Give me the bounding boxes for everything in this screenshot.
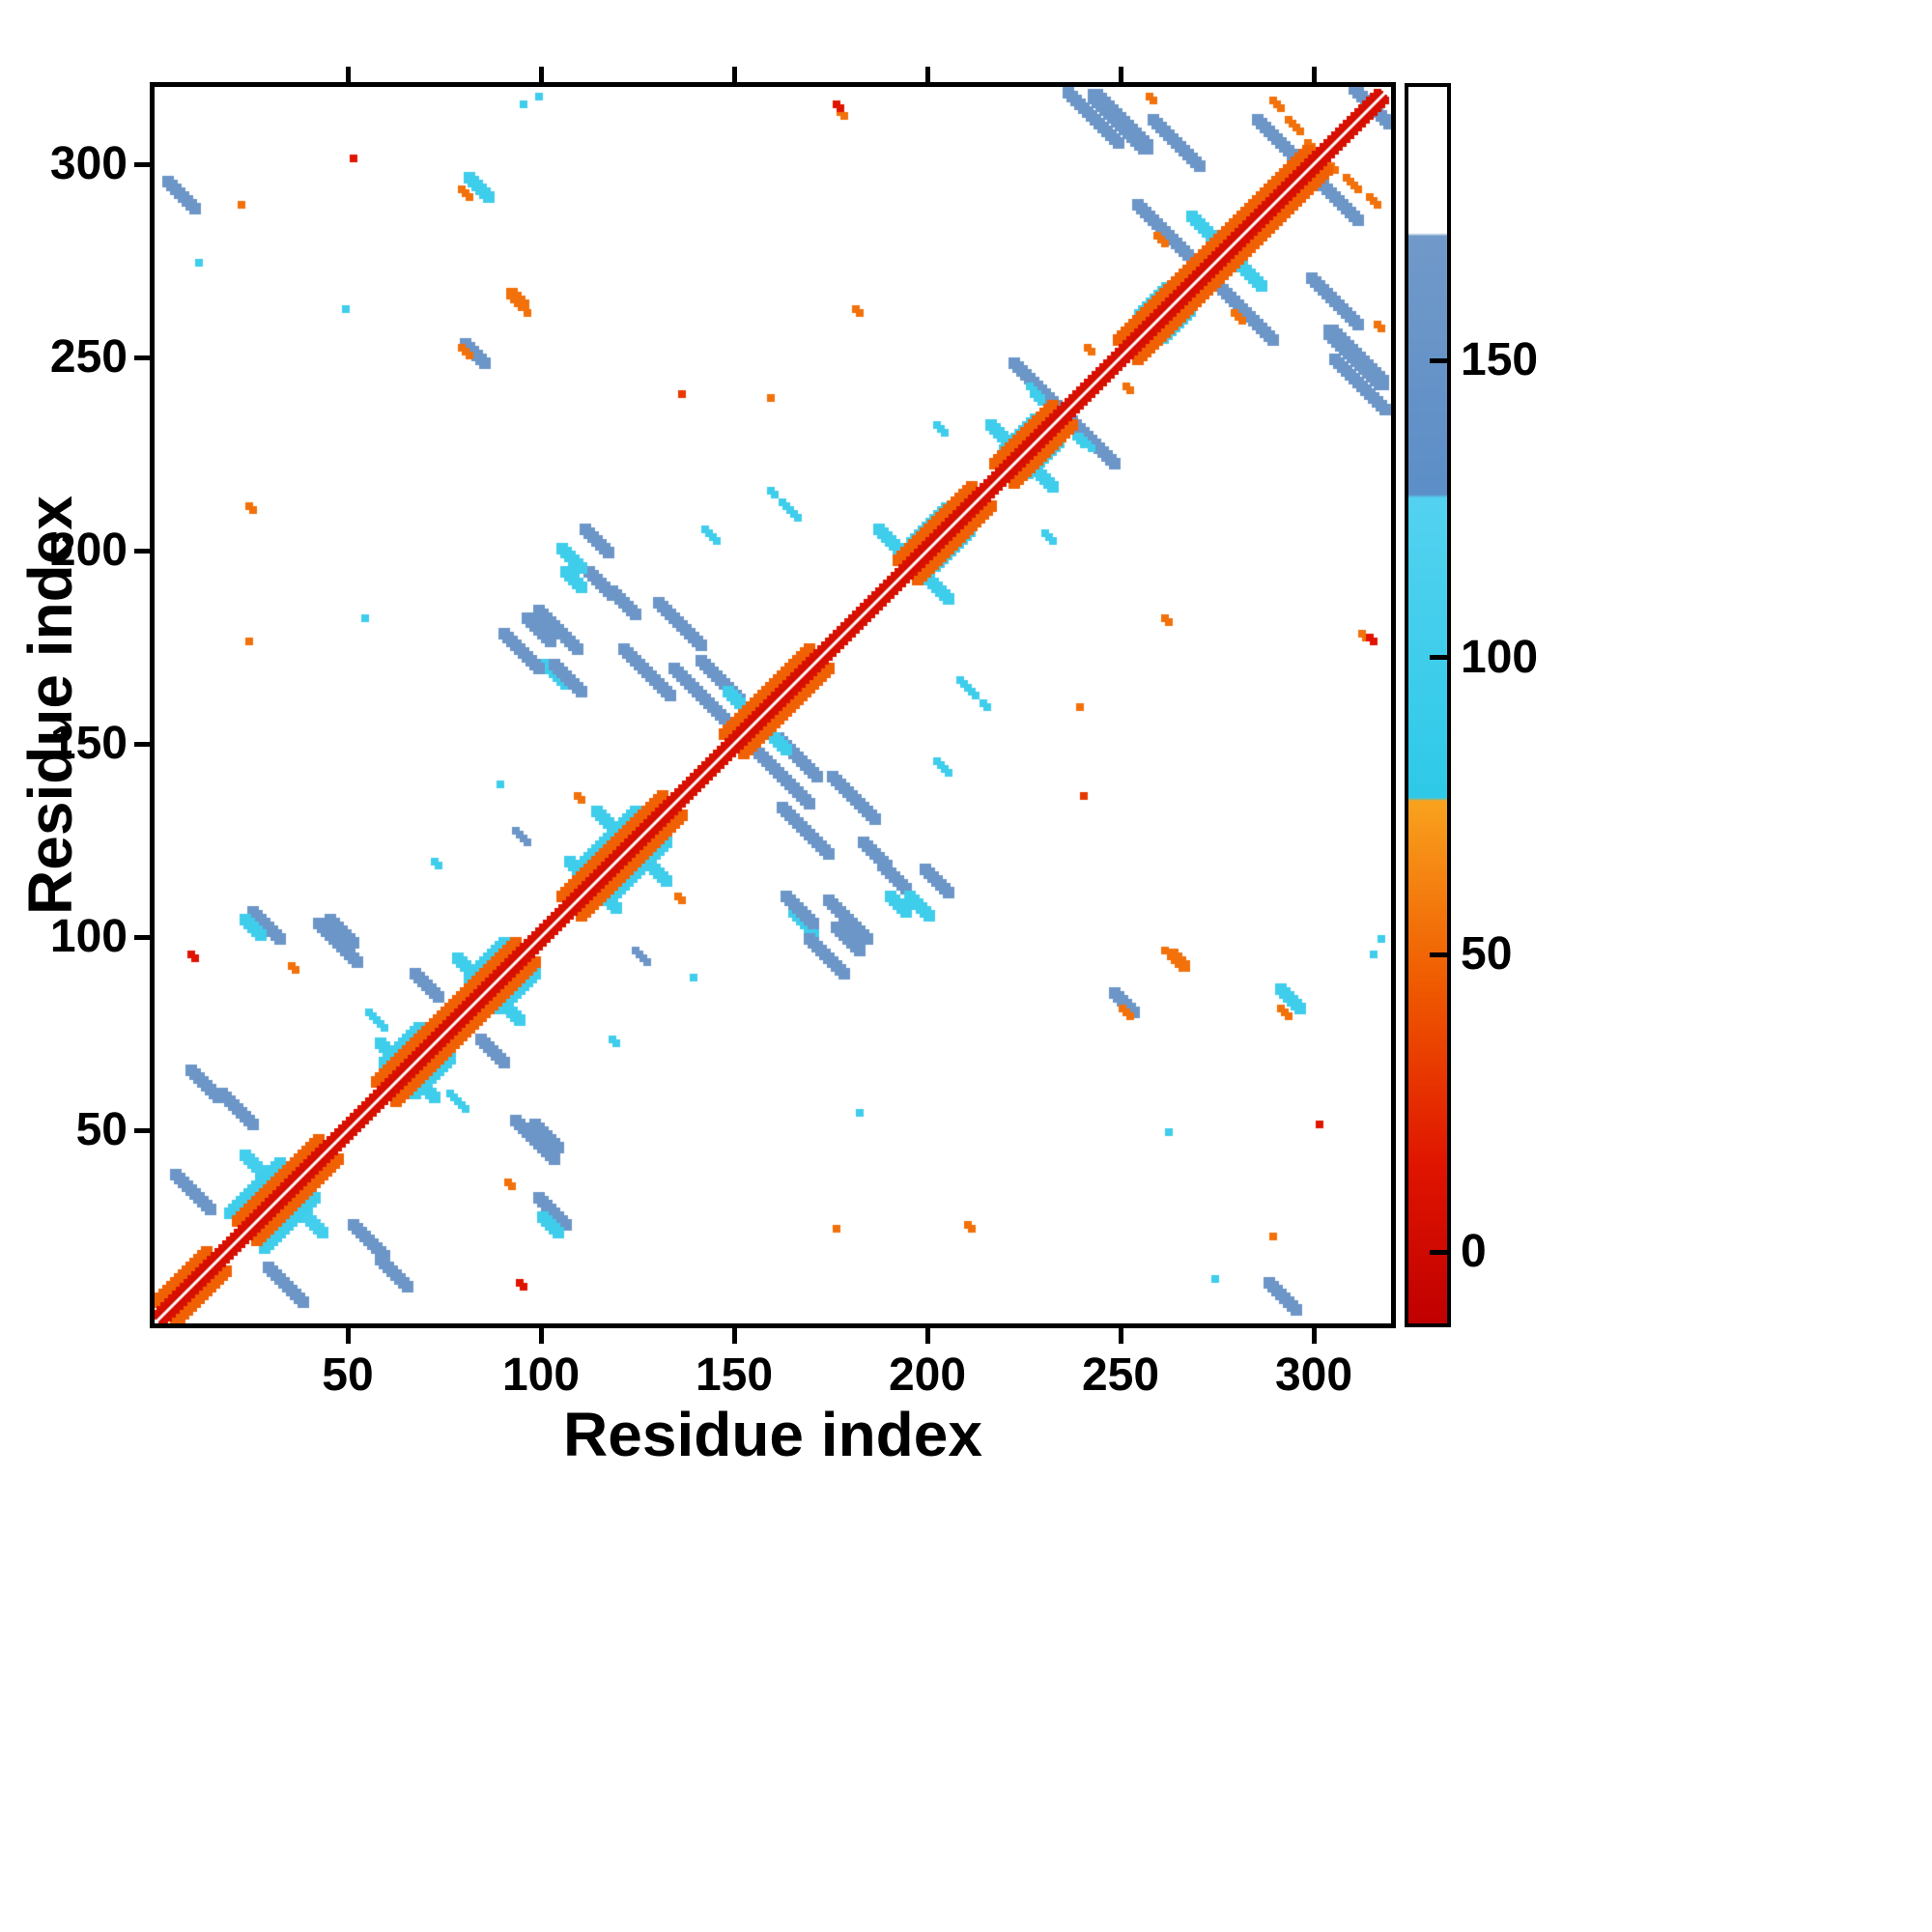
x-tick-mark-top bbox=[924, 67, 930, 82]
colorbar-tick-mark bbox=[1430, 952, 1451, 957]
x-tick-mark-top bbox=[345, 67, 351, 82]
plot-area bbox=[150, 82, 1396, 1328]
x-tick-label: 200 bbox=[888, 1350, 967, 1401]
x-axis-title: Residue index bbox=[563, 1400, 982, 1469]
contact-map-canvas bbox=[155, 87, 1391, 1323]
x-tick-label: 250 bbox=[1081, 1350, 1160, 1401]
x-tick-mark-top bbox=[1118, 67, 1123, 82]
colorbar-tick-label: 50 bbox=[1461, 928, 1513, 980]
y-tick-label: 150 bbox=[49, 718, 128, 769]
x-tick-label: 300 bbox=[1274, 1350, 1353, 1401]
x-tick-label: 50 bbox=[322, 1350, 374, 1401]
y-tick-label: 100 bbox=[49, 911, 128, 962]
colorbar-tick-mark bbox=[1430, 357, 1451, 363]
y-tick-mark bbox=[134, 161, 150, 167]
x-tick-mark-top bbox=[731, 67, 737, 82]
x-tick-label: 150 bbox=[695, 1350, 774, 1401]
colorbar-tick-label: 150 bbox=[1461, 334, 1539, 386]
x-tick-mark-top bbox=[1311, 67, 1317, 82]
x-tick-mark bbox=[924, 1328, 930, 1344]
colorbar-tick-mark bbox=[1430, 655, 1451, 661]
x-tick-mark bbox=[1118, 1328, 1123, 1344]
y-tick-mark bbox=[134, 548, 150, 554]
y-tick-mark bbox=[134, 741, 150, 747]
x-tick-mark bbox=[538, 1328, 544, 1344]
colorbar-tick-mark bbox=[1430, 1249, 1451, 1255]
y-tick-mark bbox=[134, 934, 150, 940]
x-tick-label: 100 bbox=[501, 1350, 581, 1401]
x-tick-mark bbox=[1311, 1328, 1317, 1344]
x-tick-mark bbox=[731, 1328, 737, 1344]
y-tick-label: 200 bbox=[49, 525, 128, 576]
colorbar-tick-label: 100 bbox=[1461, 631, 1539, 683]
y-tick-label: 300 bbox=[49, 138, 128, 189]
colorbar-tick-label: 0 bbox=[1461, 1226, 1487, 1278]
y-tick-label: 50 bbox=[75, 1104, 128, 1155]
y-tick-label: 250 bbox=[49, 331, 128, 383]
colorbar bbox=[1405, 83, 1451, 1327]
x-tick-mark bbox=[345, 1328, 351, 1344]
y-tick-mark bbox=[134, 355, 150, 360]
x-tick-mark-top bbox=[538, 67, 544, 82]
colorbar-canvas bbox=[1408, 87, 1447, 1323]
y-tick-mark bbox=[134, 1127, 150, 1133]
